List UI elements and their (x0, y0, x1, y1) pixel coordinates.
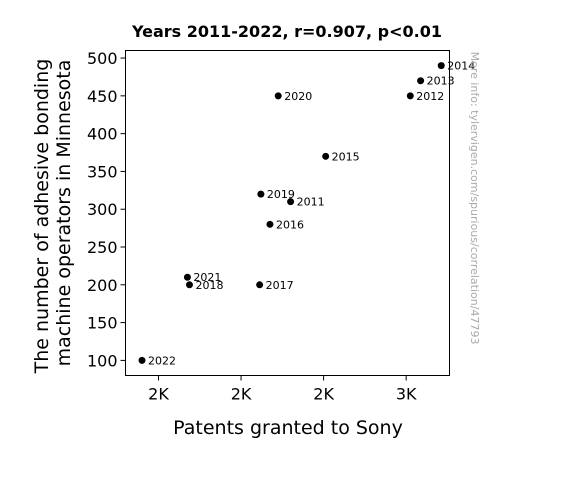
data-point-label: 2013 (427, 75, 455, 88)
data-point-label: 2020 (284, 90, 312, 103)
watermark: More info: tylervigen.com/spurious/corre… (468, 52, 481, 345)
plot-area (125, 50, 450, 376)
data-point (287, 198, 295, 206)
y-tick-label: 450 (87, 87, 118, 106)
y-tick-label: 250 (87, 238, 118, 257)
data-point-label: 2014 (447, 60, 475, 73)
data-point (406, 92, 414, 100)
y-tick-label: 350 (87, 162, 118, 181)
data-point (417, 77, 425, 85)
x-axis-label: Patents granted to Sony (173, 417, 403, 439)
chart-title: Years 2011-2022, r=0.907, p<0.01 (131, 22, 442, 41)
data-point-label: 2019 (267, 188, 295, 201)
y-tick-label: 150 (87, 314, 118, 333)
data-point (257, 190, 265, 198)
x-tick-label: 2K (231, 385, 252, 404)
y-axis-ticks: 100 150 200 250 300 350 400 450 500 (87, 49, 126, 370)
data-points: 2011 2012 2013 2014 2015 2016 2017 2018 2019 2020… (138, 60, 475, 367)
data-point-label: 2017 (266, 279, 294, 292)
x-tick-label: 2K (313, 385, 334, 404)
x-axis-ticks: 2K 2K 2K 3K (148, 375, 417, 404)
y-tick-label: 100 (87, 351, 118, 370)
data-point (437, 62, 445, 70)
y-tick-label: 200 (87, 276, 118, 295)
y-tick-label: 500 (87, 49, 118, 68)
data-point (274, 92, 282, 100)
data-point (185, 281, 193, 289)
y-axis-label-line-1: The number of adhesive bonding (31, 59, 53, 375)
data-point-label: 2018 (195, 279, 223, 292)
data-point (183, 273, 191, 281)
data-point-label: 2021 (193, 271, 221, 284)
data-point-label: 2012 (416, 90, 444, 103)
data-point-label: 2016 (276, 218, 304, 231)
data-point (266, 220, 274, 228)
data-point-label: 2011 (297, 196, 325, 209)
data-point-label: 2022 (148, 354, 176, 367)
data-point (322, 152, 330, 160)
x-tick-label: 3K (396, 385, 417, 404)
data-point-label: 2015 (332, 150, 360, 163)
data-point (256, 281, 264, 289)
y-axis-label: The number of adhesive bonding machine o… (31, 53, 75, 375)
x-tick-label: 2K (148, 385, 169, 404)
y-tick-label: 300 (87, 200, 118, 219)
y-axis-label-line-2: machine operators in Minnesota (53, 60, 75, 367)
data-point (138, 356, 146, 364)
y-tick-label: 400 (87, 125, 118, 144)
